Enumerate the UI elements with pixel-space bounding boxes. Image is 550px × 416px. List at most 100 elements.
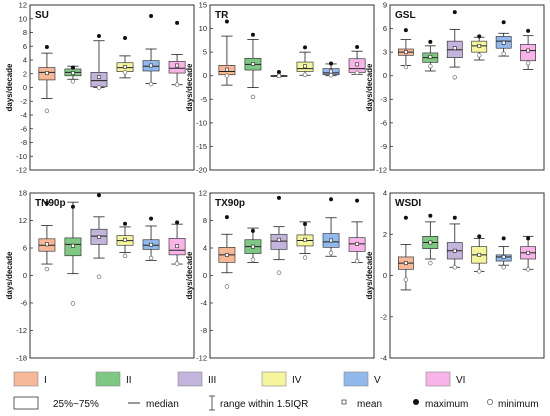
legend-iqr-label: 25%~75% (53, 399, 99, 410)
mean-marker (501, 255, 506, 259)
mean-marker (45, 71, 49, 75)
mean-marker (526, 250, 531, 255)
box-ii (64, 201, 82, 306)
legend-min-label: minimum (498, 399, 539, 410)
box-i (38, 44, 56, 114)
mean-marker (355, 241, 359, 246)
y-tick-label: 4 (203, 244, 207, 253)
y-tick-label: -4 (380, 354, 387, 363)
panel-wsdi: -4 -2 0 2 4 days/decade WSDI (365, 189, 545, 363)
min-marker (122, 253, 128, 258)
y-tick-label: -12 (196, 354, 207, 363)
mean-marker (225, 67, 229, 72)
legend-label-vi: VI (456, 375, 465, 386)
box-vi (168, 20, 186, 87)
min-marker (328, 250, 334, 256)
mean-marker (403, 261, 408, 266)
box-ii (244, 32, 262, 100)
y-tick-label: 0 (23, 271, 27, 280)
y-tick-label: 18 (19, 189, 27, 198)
y-tick-label: -10 (196, 118, 207, 127)
box-iii (90, 33, 108, 90)
legend-mean-marker (341, 399, 347, 405)
mean-marker (355, 62, 359, 67)
mean-marker (526, 48, 531, 53)
plot-frame (209, 192, 375, 359)
box-v (142, 14, 160, 87)
box-ii (64, 65, 82, 84)
plot-frame (389, 192, 545, 359)
mean-marker (175, 63, 179, 68)
y-tick-label: 4 (383, 189, 387, 198)
max-marker (149, 14, 154, 18)
y-tick-label: -18 (16, 354, 27, 363)
y-tick-label: 0 (203, 71, 207, 80)
max-marker (276, 195, 281, 200)
box-v (495, 20, 512, 57)
legend-label-i: I (44, 375, 47, 386)
legend-swatch-iii (177, 371, 203, 387)
mean-marker (452, 248, 457, 253)
y-tick-label: 10 (19, 14, 27, 23)
y-tick-label: -8 (20, 138, 27, 147)
legend-mean-label: mean (357, 399, 382, 410)
max-marker (452, 10, 457, 15)
box-i (218, 19, 236, 86)
max-marker (355, 44, 360, 49)
max-marker (452, 215, 457, 220)
mean-marker (45, 242, 49, 247)
min-marker (174, 82, 180, 87)
box-ii (422, 39, 439, 72)
iqr-box (90, 72, 108, 88)
y-tick-label: 0 (383, 71, 387, 80)
y-tick-label: 0 (23, 83, 27, 92)
min-marker (250, 257, 256, 262)
y-tick-label: 5 (203, 48, 207, 57)
max-marker (224, 19, 229, 24)
max-marker (250, 228, 255, 233)
mean-marker (501, 40, 506, 45)
panel-tn90p: -18 -12 -6 0 6 12 18 days/decade TN90p (5, 189, 195, 363)
y-axis-label: days/decade (5, 251, 14, 300)
y-tick-label: -4 (200, 299, 207, 308)
mean-marker (97, 235, 101, 239)
min-marker (501, 51, 506, 56)
min-marker (250, 94, 256, 100)
y-tick-label: 3 (383, 48, 387, 57)
mean-marker (477, 43, 482, 48)
legend-label-ii: II (126, 375, 132, 386)
min-marker (96, 274, 102, 280)
min-marker (276, 270, 282, 275)
panel-title: TN90p (35, 198, 66, 209)
max-marker (175, 20, 180, 25)
box-iii (90, 193, 108, 280)
mean-marker (225, 252, 229, 257)
box-iii (446, 10, 463, 80)
mean-marker (175, 244, 179, 249)
box-v (322, 61, 340, 78)
legend-swatch-i (13, 371, 39, 387)
plot-frame (29, 4, 195, 171)
box-iv (296, 221, 314, 260)
y-tick-label: -20 (196, 166, 207, 175)
y-tick-label: 6 (23, 244, 27, 253)
y-tick-label: -6 (20, 124, 27, 133)
panel-title: SU (35, 10, 49, 21)
panel-gsl: -12 -9 -6 -3 0 3 6 9 days/decade GSL (365, 1, 545, 175)
mean-marker (251, 62, 255, 66)
box-vi (348, 198, 366, 264)
y-tick-label: -9 (380, 142, 387, 151)
min-marker (276, 73, 282, 78)
y-tick-label: -8 (200, 326, 207, 335)
max-marker (501, 20, 506, 25)
max-marker (70, 65, 75, 70)
y-axis-label: days/decade (365, 63, 374, 112)
max-marker (329, 61, 334, 66)
y-tick-label: -3 (380, 95, 387, 104)
plot-frame (389, 4, 545, 171)
max-marker (477, 234, 482, 239)
box-iii (270, 69, 288, 78)
y-tick-label: -12 (16, 326, 27, 335)
